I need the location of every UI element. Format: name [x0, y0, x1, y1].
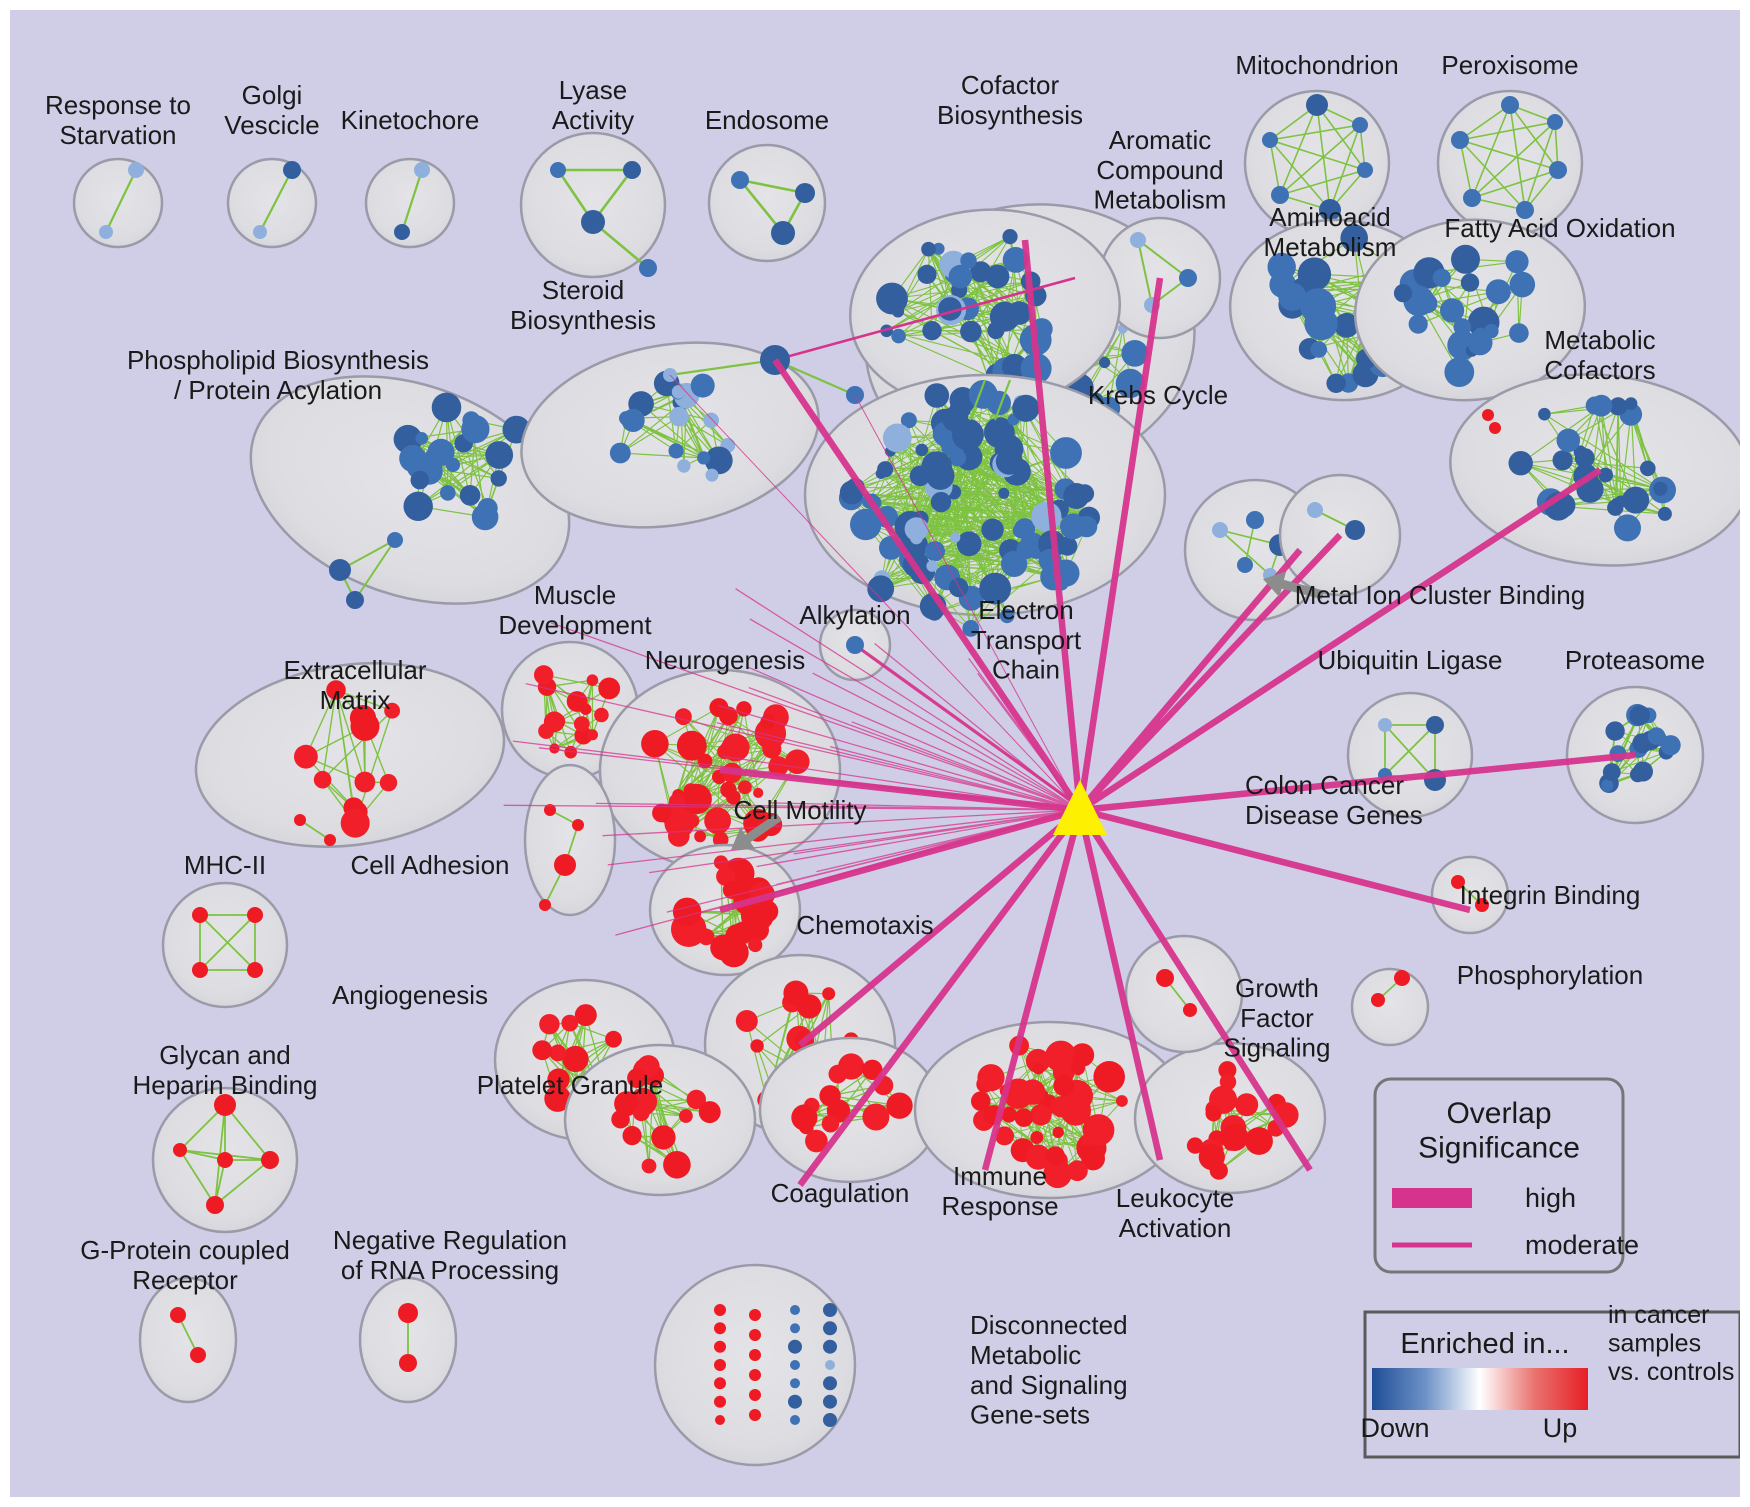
svg-text:Biosynthesis: Biosynthesis	[937, 100, 1083, 130]
svg-text:Negative Regulation: Negative Regulation	[333, 1225, 567, 1255]
svg-text:Lyase: Lyase	[559, 75, 627, 105]
svg-text:samples: samples	[1608, 1330, 1701, 1358]
svg-text:Cofactor: Cofactor	[961, 70, 1060, 100]
svg-text:Angiogenesis: Angiogenesis	[332, 980, 488, 1010]
svg-text:/ Protein Acylation: / Protein Acylation	[174, 375, 382, 405]
svg-text:Compound: Compound	[1096, 155, 1223, 185]
svg-text:Cofactors: Cofactors	[1544, 355, 1655, 385]
svg-text:Response to: Response to	[45, 90, 191, 120]
svg-text:Proteasome: Proteasome	[1565, 645, 1705, 675]
svg-text:Cell Adhesion: Cell Adhesion	[351, 850, 510, 880]
svg-text:Aminoacid: Aminoacid	[1269, 202, 1390, 232]
svg-text:Leukocyte: Leukocyte	[1116, 1183, 1235, 1213]
svg-text:Ubiquitin Ligase: Ubiquitin Ligase	[1317, 645, 1502, 675]
svg-text:Chemotaxis: Chemotaxis	[796, 910, 933, 940]
svg-text:Factor: Factor	[1240, 1003, 1314, 1033]
svg-text:Significance: Significance	[1418, 1132, 1580, 1165]
svg-text:Coagulation: Coagulation	[771, 1178, 910, 1208]
svg-text:Starvation: Starvation	[59, 120, 176, 150]
svg-text:Steroid: Steroid	[542, 275, 624, 305]
svg-text:Peroxisome: Peroxisome	[1441, 50, 1578, 80]
svg-text:Matrix: Matrix	[320, 685, 391, 715]
svg-text:Enriched in...: Enriched in...	[1400, 1328, 1569, 1360]
svg-text:Cell Motility: Cell Motility	[734, 795, 867, 825]
svg-text:MHC-II: MHC-II	[184, 850, 266, 880]
svg-text:Integrin Binding: Integrin Binding	[1460, 880, 1641, 910]
svg-text:Aromatic: Aromatic	[1109, 125, 1212, 155]
svg-text:Extracellular: Extracellular	[283, 655, 426, 685]
svg-text:Phospholipid Biosynthesis: Phospholipid Biosynthesis	[127, 345, 429, 375]
svg-text:Neurogenesis: Neurogenesis	[645, 645, 805, 675]
svg-text:Overlap: Overlap	[1446, 1097, 1551, 1130]
svg-text:Colon Cancer: Colon Cancer	[1245, 770, 1404, 800]
svg-text:Down: Down	[1360, 1413, 1429, 1443]
svg-text:Krebs Cycle: Krebs Cycle	[1088, 380, 1228, 410]
svg-text:Immune: Immune	[953, 1161, 1047, 1191]
svg-text:Endosome: Endosome	[705, 105, 829, 135]
svg-text:Transport: Transport	[971, 625, 1082, 655]
svg-text:Metal Ion Cluster Binding: Metal Ion Cluster Binding	[1295, 580, 1585, 610]
svg-text:of RNA Processing: of RNA Processing	[341, 1255, 559, 1285]
svg-text:Signaling: Signaling	[1224, 1033, 1331, 1063]
svg-text:Muscle: Muscle	[534, 580, 616, 610]
svg-text:Golgi: Golgi	[242, 80, 303, 110]
svg-text:Receptor: Receptor	[132, 1265, 238, 1295]
svg-text:Activity: Activity	[552, 105, 634, 135]
svg-text:Development: Development	[498, 610, 652, 640]
svg-text:Platelet Granule: Platelet Granule	[477, 1070, 663, 1100]
svg-text:Phosphorylation: Phosphorylation	[1457, 960, 1643, 990]
svg-text:high: high	[1525, 1183, 1576, 1213]
svg-text:Metabolism: Metabolism	[1094, 185, 1227, 215]
svg-text:in cancer: in cancer	[1608, 1301, 1709, 1329]
svg-text:Chain: Chain	[992, 655, 1060, 685]
svg-text:Response: Response	[941, 1191, 1058, 1221]
svg-text:and Signaling: and Signaling	[970, 1370, 1128, 1400]
svg-text:Metabolic: Metabolic	[1544, 325, 1655, 355]
svg-text:G-Protein coupled: G-Protein coupled	[80, 1235, 290, 1265]
svg-text:Vescicle: Vescicle	[224, 110, 319, 140]
svg-text:Disease Genes: Disease Genes	[1245, 800, 1423, 830]
svg-text:Metabolic: Metabolic	[970, 1340, 1081, 1370]
svg-text:Heparin Binding: Heparin Binding	[132, 1070, 317, 1100]
svg-text:Up: Up	[1543, 1413, 1578, 1443]
svg-text:Growth: Growth	[1235, 973, 1319, 1003]
svg-text:Mitochondrion: Mitochondrion	[1235, 50, 1398, 80]
svg-text:Activation: Activation	[1119, 1213, 1232, 1243]
svg-text:Gene-sets: Gene-sets	[970, 1400, 1090, 1430]
svg-text:Fatty Acid Oxidation: Fatty Acid Oxidation	[1444, 213, 1675, 243]
svg-text:Metabolism: Metabolism	[1264, 232, 1397, 262]
svg-text:Electron: Electron	[978, 595, 1073, 625]
svg-text:Biosynthesis: Biosynthesis	[510, 305, 656, 335]
svg-text:moderate: moderate	[1525, 1230, 1639, 1260]
svg-text:Kinetochore: Kinetochore	[341, 105, 480, 135]
svg-text:Glycan and: Glycan and	[159, 1040, 291, 1070]
svg-text:vs. controls: vs. controls	[1608, 1358, 1734, 1386]
svg-text:Alkylation: Alkylation	[799, 600, 910, 630]
svg-text:Disconnected: Disconnected	[970, 1310, 1128, 1340]
